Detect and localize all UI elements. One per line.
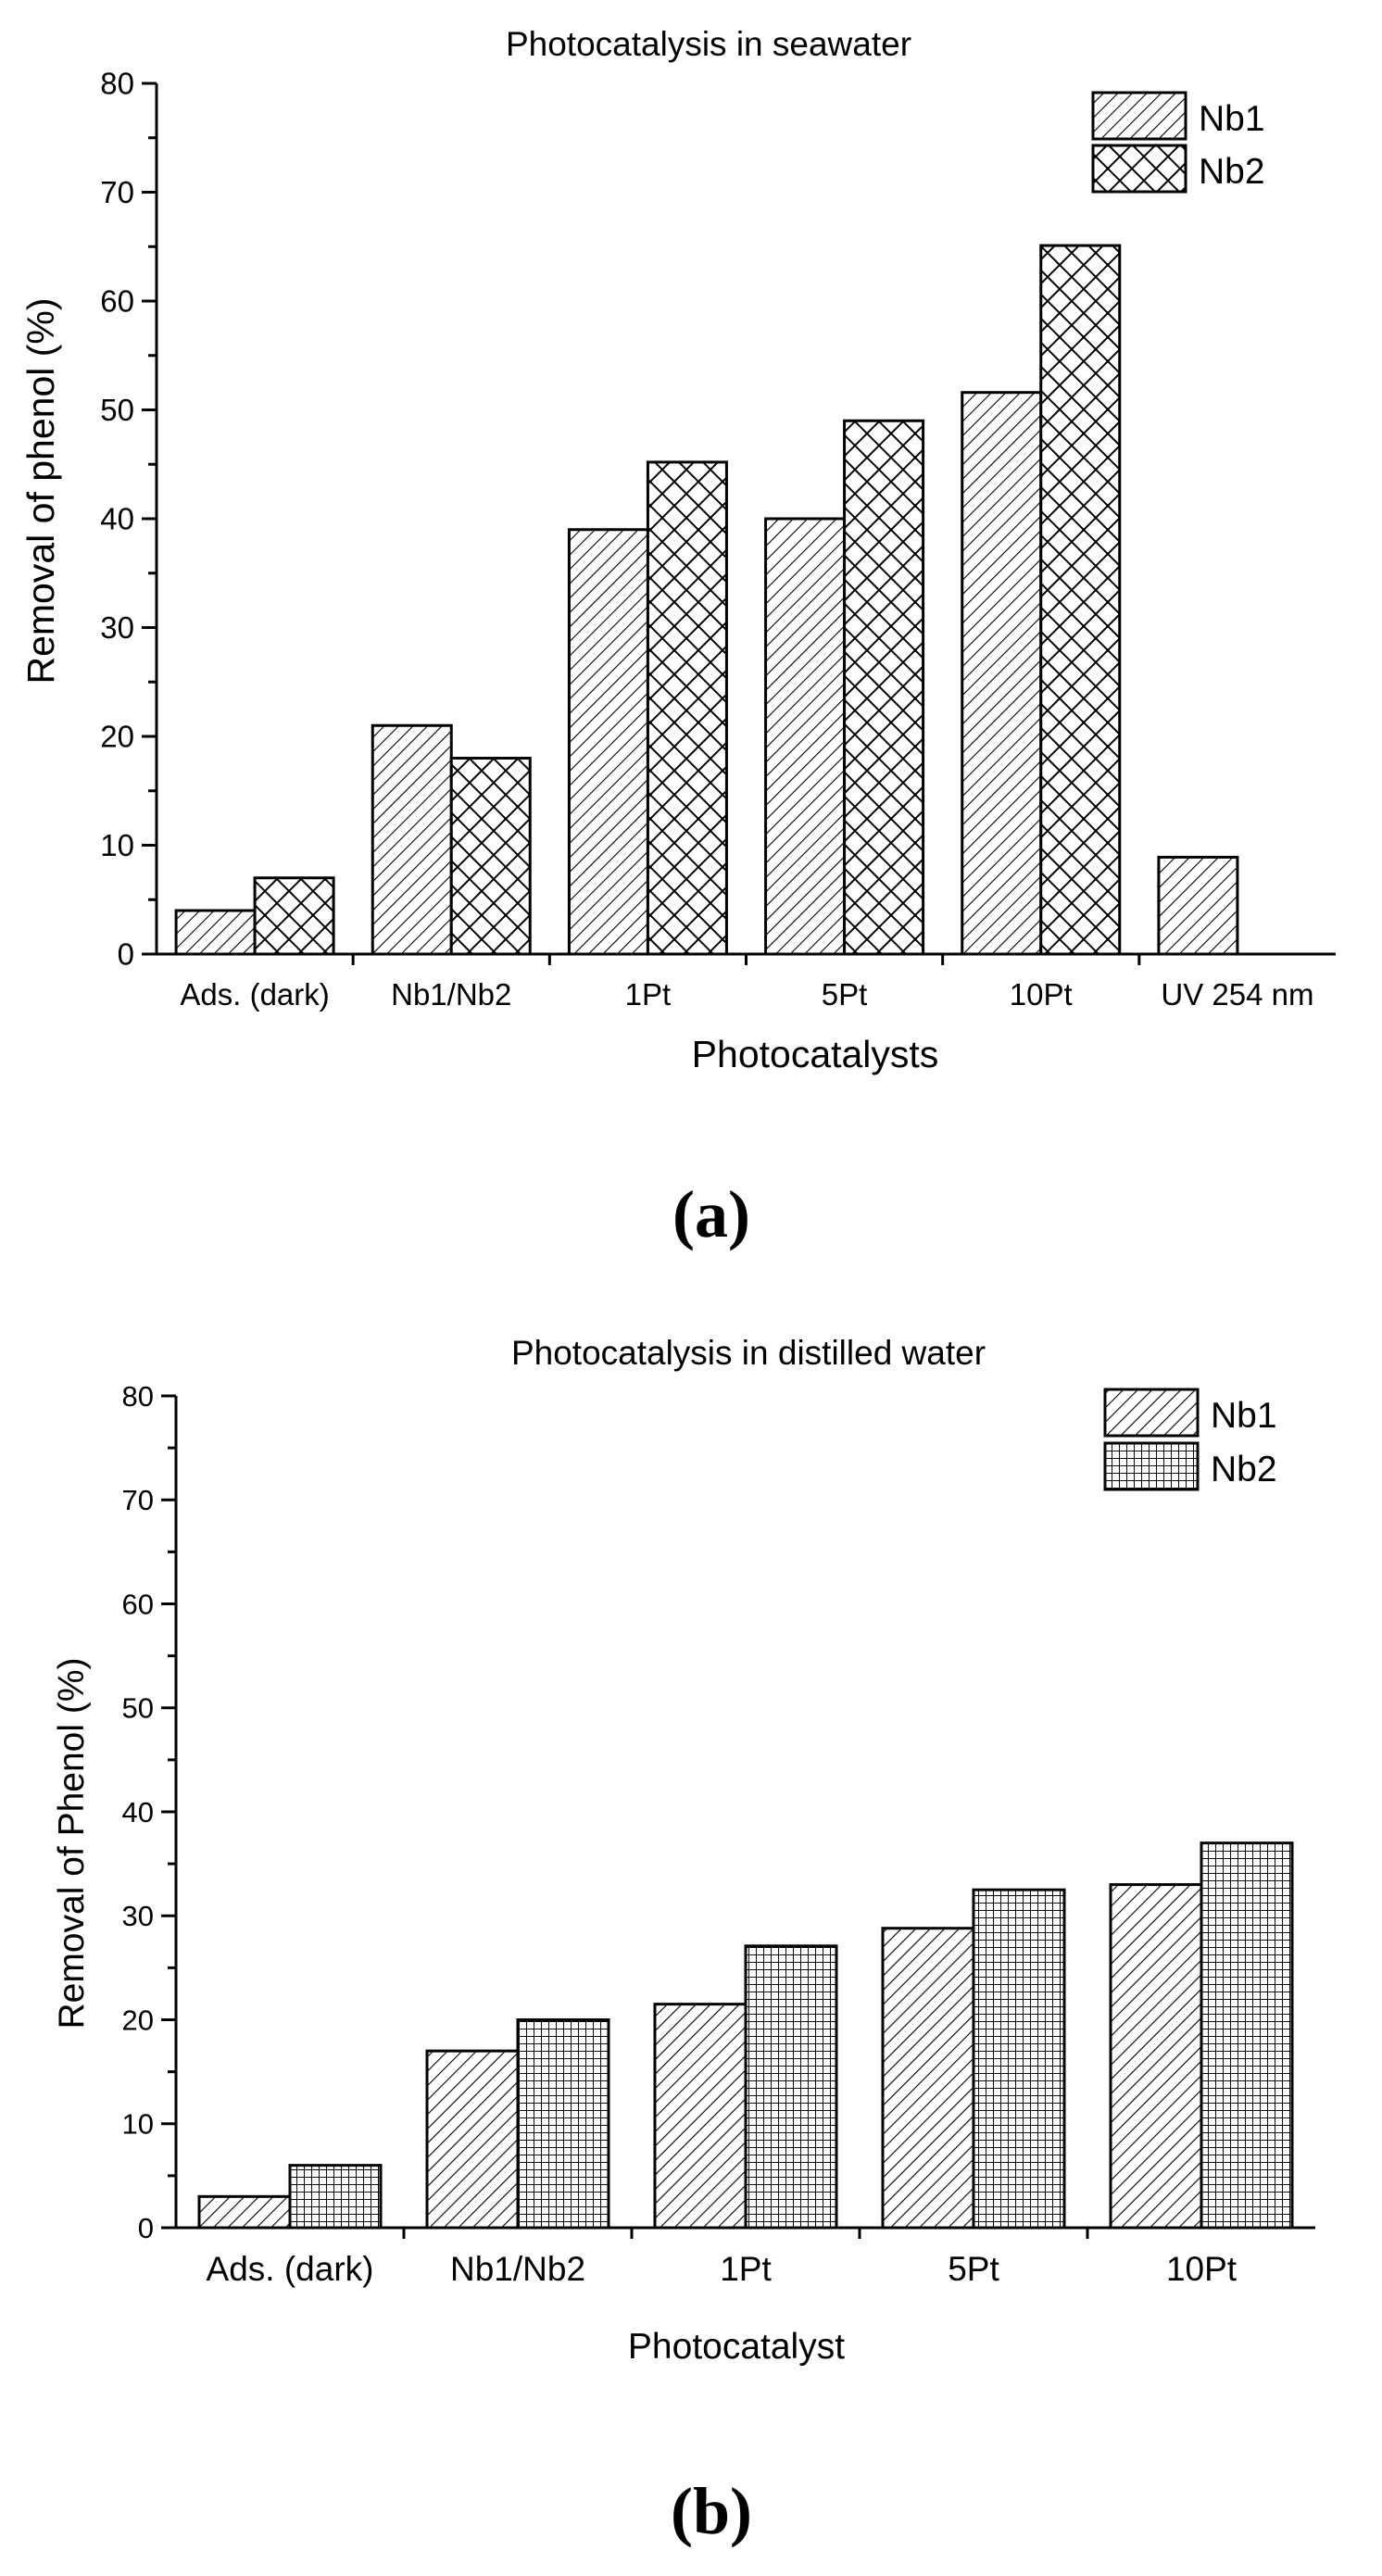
chart-a-x-tick-label-3: 5Pt [822, 977, 868, 1012]
chart-b-x-tick-label-4: 10Pt [1166, 2250, 1238, 2288]
chart-a-bar-nb2-0 [253, 876, 335, 956]
chart-a-y-tick-label-3: 30 [100, 610, 134, 645]
chart-panel-b: Photocatalysis in distilled water Remova… [0, 1288, 1382, 2576]
chart-a-y-tick-label-6: 60 [100, 284, 134, 319]
chart-b-legend-label-nb1: Nb1 [1211, 1396, 1277, 1436]
chart-a-svg: Photocatalysis in seawater Removal of ph… [19, 25, 1336, 1251]
chart-a-bar-nb2-4 [1039, 244, 1122, 956]
chart-a-legend-swatch-nb1 [1091, 91, 1187, 141]
chart-a-y-tick-label-0: 0 [118, 937, 134, 972]
chart-b-bar-nb2-3 [972, 1888, 1066, 2230]
chart-b-bar-nb1-3 [881, 1927, 975, 2230]
chart-b-bar-nb2-0 [288, 2164, 383, 2230]
chart-b-x-axis-label: Photocatalyst [628, 2327, 845, 2367]
chart-a-y-tick-label-4: 40 [100, 502, 134, 536]
chart-b-legend-swatch-nb1 [1103, 1388, 1200, 1438]
chart-b-bar-nb1-4 [1109, 1883, 1203, 2230]
chart-a-x-tick-label-0: Ads. (dark) [180, 977, 329, 1012]
chart-a-bar-nb2-2 [646, 460, 728, 956]
chart-b-x-tick-label-2: 1Pt [720, 2250, 772, 2288]
chart-b-y-tick-label-2: 20 [122, 2004, 154, 2036]
chart-b-y-tick-label-3: 30 [122, 1900, 154, 1932]
chart-a-y-tick-label-7: 70 [100, 175, 134, 209]
chart-panel-a: Photocatalysis in seawater Removal of ph… [19, 25, 1336, 1251]
chart-a-y-tick-label-8: 80 [100, 67, 134, 101]
chart-a-x-axis-label: Photocatalysts [692, 1033, 939, 1075]
chart-b-x-tick-label-3: 5Pt [948, 2250, 999, 2288]
chart-b-caption: (b) [671, 2474, 752, 2548]
chart-b-title: Photocatalysis in distilled water [511, 1334, 986, 1372]
chart-b-bar-nb1-1 [425, 2049, 520, 2230]
chart-a-x-tick-label-5: UV 254 nm [1161, 977, 1313, 1012]
chart-a-bar-nb1-2 [567, 528, 649, 956]
chart-b-legend-label-nb2: Nb2 [1211, 1450, 1277, 1489]
chart-b-bar-nb2-1 [516, 2018, 610, 2230]
chart-a-legend-label-nb2: Nb2 [1199, 152, 1265, 192]
chart-b-y-tick-label-5: 50 [122, 1692, 154, 1725]
chart-b-y-tick-label-8: 80 [122, 1380, 154, 1413]
chart-b-y-tick-label-6: 60 [122, 1588, 154, 1620]
chart-b-y-tick-label-1: 10 [122, 2108, 154, 2141]
chart-a-y-tick-label-5: 50 [100, 393, 134, 427]
chart-b-y-tick-label-0: 0 [138, 2212, 154, 2244]
chart-b-bar-nb1-0 [197, 2194, 292, 2230]
chart-a-x-tick-label-4: 10Pt [1010, 977, 1073, 1012]
chart-a-bar-nb1-0 [174, 909, 257, 956]
chart-a-bar-nb1-1 [371, 723, 453, 956]
chart-b-svg: Photocatalysis in distilled water Remova… [52, 1334, 1315, 2548]
chart-b-legend-swatch-nb2 [1103, 1441, 1200, 1491]
chart-b-x-tick-label-0: Ads. (dark) [207, 2250, 374, 2288]
chart-b-bar-nb1-2 [653, 2003, 748, 2230]
chart-a-bar-nb1-3 [764, 517, 847, 956]
chart-a-legend-label-nb1: Nb1 [1199, 99, 1265, 139]
chart-a-x-tick-label-1: Nb1/Nb2 [391, 977, 511, 1012]
chart-a-legend-swatch-nb2 [1091, 144, 1187, 194]
chart-a-caption: (a) [672, 1177, 750, 1251]
chart-b-bar-nb2-2 [744, 1944, 838, 2230]
chart-a-bar-nb1-5 [1157, 855, 1239, 956]
chart-b-y-axis-label: Removal of Phenol (%) [52, 1657, 92, 2029]
chart-a-x-tick-label-2: 1Pt [625, 977, 672, 1012]
chart-a-title: Photocatalysis in seawater [506, 25, 911, 63]
chart-b-y-tick-label-4: 40 [122, 1796, 154, 1828]
chart-a-y-axis-label: Removal of phenol (%) [19, 297, 62, 684]
chart-a-bar-nb2-3 [843, 419, 925, 956]
chart-b-x-tick-label-1: Nb1/Nb2 [450, 2250, 585, 2288]
chart-b-bar-nb2-4 [1200, 1841, 1294, 2230]
chart-a-bar-nb1-4 [961, 391, 1043, 956]
chart-b-y-tick-label-7: 70 [122, 1484, 154, 1516]
chart-a-bar-nb2-1 [449, 757, 532, 956]
chart-a-y-tick-label-2: 20 [100, 720, 134, 754]
chart-a-y-tick-label-1: 10 [100, 828, 134, 862]
